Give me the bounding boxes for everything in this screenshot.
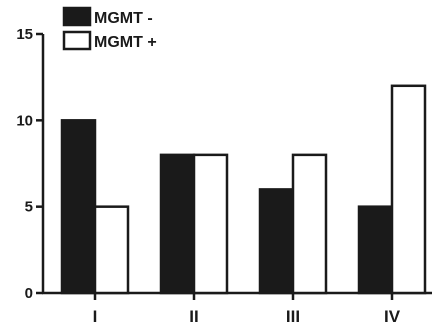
bar-mgmt-neg-iv: [357, 205, 394, 295]
y-tick-label: 5: [25, 199, 33, 216]
x-tick-label: IV: [384, 307, 401, 325]
bar-mgmt-pos-iv: [390, 84, 427, 295]
x-tick-label: II: [189, 307, 198, 325]
legend-label-mgmt-pos: MGMT +: [94, 34, 157, 51]
bar-mgmt-pos-i: [93, 205, 130, 295]
bar-mgmt-pos-iii: [291, 153, 328, 295]
bar-mgmt-pos-ii: [192, 153, 229, 295]
legend-label-mgmt-neg: MGMT -: [94, 10, 153, 27]
bars: [60, 84, 427, 295]
legend: MGMT - MGMT +: [62, 6, 157, 51]
legend-swatch-mgmt-neg: [62, 6, 92, 27]
bar-mgmt-neg-i: [60, 119, 97, 295]
y-tick-label: 10: [16, 112, 33, 129]
y-axis: 0 5 10 15: [16, 26, 45, 302]
y-tick-label: 15: [16, 26, 33, 43]
y-tick-label: 0: [25, 285, 33, 302]
x-tick-label: I: [93, 307, 98, 325]
legend-swatch-mgmt-pos: [62, 30, 92, 51]
x-axis: I II III IV: [42, 291, 432, 325]
bar-mgmt-neg-iii: [258, 188, 295, 295]
x-tick-label: III: [286, 307, 300, 325]
bar-mgmt-neg-ii: [159, 153, 196, 295]
